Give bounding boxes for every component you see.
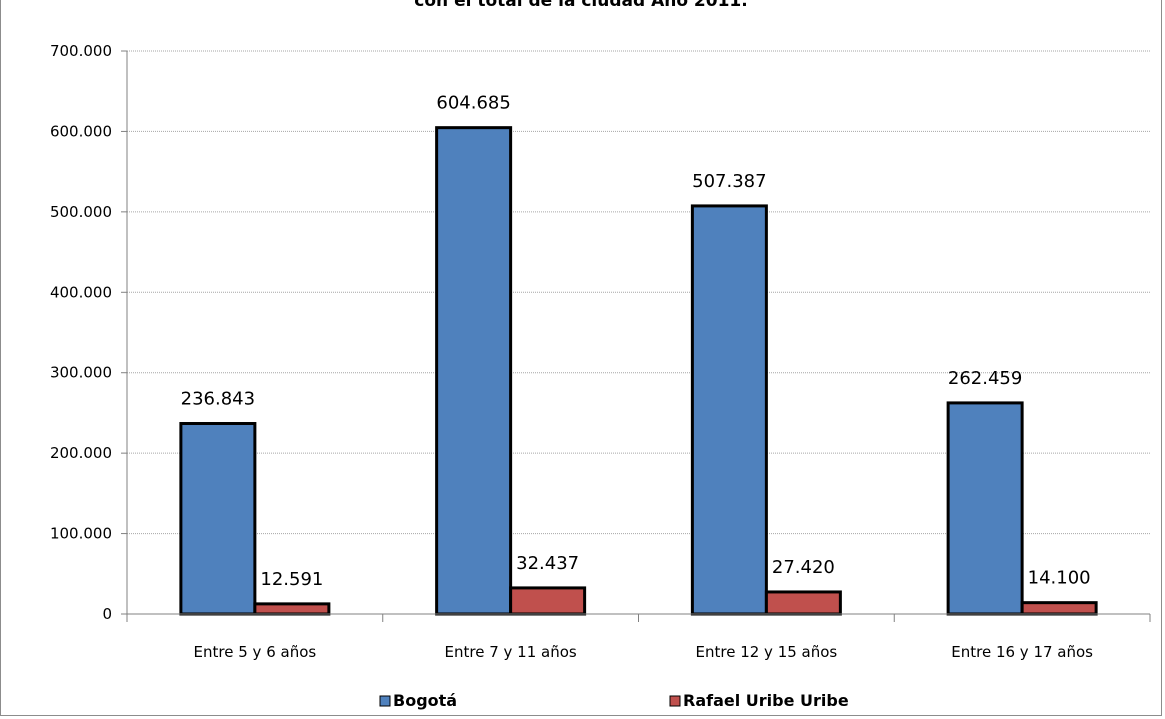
- chart-title: con el total de la ciudad Año 2011.: [414, 0, 748, 11]
- y-tick-label: 200.000: [50, 444, 112, 462]
- data-label: 507.387: [692, 171, 766, 192]
- bar-bogota: [435, 126, 513, 616]
- x-tick-label: Entre 5 y 6 años: [194, 643, 317, 661]
- bar-bogota: [690, 204, 768, 616]
- legend-swatch-rafael-uribe-uribe: [669, 695, 681, 707]
- legend-label: Bogotá: [393, 691, 457, 710]
- bar-rafael-uribe-uribe: [509, 586, 587, 616]
- bar-bogota: [179, 422, 257, 616]
- data-label: 32.437: [516, 553, 579, 574]
- data-label: 262.459: [948, 368, 1022, 389]
- data-label: 604.685: [436, 93, 510, 114]
- bar-rafael-uribe-uribe: [253, 602, 331, 616]
- data-label: 14.100: [1028, 568, 1091, 589]
- legend-swatch-bogota: [379, 695, 391, 707]
- y-tick-label: 300.000: [50, 364, 112, 382]
- x-tick-label: Entre 7 y 11 años: [445, 643, 577, 661]
- legend-label: Rafael Uribe Uribe: [683, 691, 849, 710]
- bar-rafael-uribe-uribe: [764, 590, 842, 616]
- data-label: 12.591: [260, 569, 323, 590]
- y-tick-label: 500.000: [50, 203, 112, 221]
- x-tick-label: Entre 12 y 15 años: [696, 643, 838, 661]
- data-label: 27.420: [772, 557, 835, 578]
- x-tick-label: Entre 16 y 17 años: [951, 643, 1093, 661]
- bar-bogota: [946, 401, 1024, 616]
- y-tick-label: 400.000: [50, 283, 112, 301]
- y-tick-label: 600.000: [50, 122, 112, 140]
- data-label: 236.843: [181, 389, 255, 410]
- bar-rafael-uribe-uribe: [1020, 601, 1098, 616]
- y-tick-label: 0: [102, 605, 112, 623]
- y-tick-label: 700.000: [50, 42, 112, 60]
- y-tick-label: 100.000: [50, 525, 112, 543]
